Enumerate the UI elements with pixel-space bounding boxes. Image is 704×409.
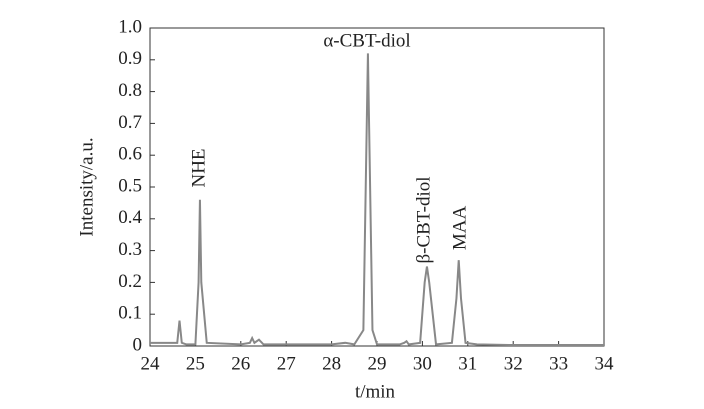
- peak-annotation: α-CBT-diol: [323, 30, 410, 51]
- x-tick-label: 27: [277, 353, 296, 374]
- x-tick-label: 31: [458, 353, 477, 374]
- y-tick-label: 0.7: [118, 112, 142, 133]
- x-tick-label: 28: [322, 353, 341, 374]
- y-tick-label: 1.0: [118, 16, 142, 37]
- peak-annotation: β-CBT-diol: [413, 176, 434, 263]
- y-tick-label: 0.2: [118, 271, 142, 292]
- y-tick-label: 0.6: [118, 144, 142, 165]
- x-tick-label: 26: [231, 353, 250, 374]
- x-tick-label: 24: [141, 353, 161, 374]
- peak-annotation: MAA: [449, 206, 470, 251]
- x-tick-label: 30: [413, 353, 432, 374]
- y-tick-label: 0.4: [118, 207, 142, 228]
- y-tick-label: 0.1: [118, 303, 142, 324]
- y-tick-label: 0.8: [118, 80, 142, 101]
- plot-frame: [149, 27, 605, 347]
- peak-annotation: NHE: [188, 148, 209, 187]
- y-axis-label: Intensity/a.u.: [76, 137, 97, 236]
- y-tick-label: 0: [133, 334, 143, 355]
- x-tick-label: 25: [186, 353, 205, 374]
- x-tick-label: 29: [368, 353, 387, 374]
- x-tick-label: 32: [504, 353, 523, 374]
- x-axis-label: t/min: [355, 381, 396, 402]
- y-tick-label: 0.5: [118, 175, 142, 196]
- y-tick-label: 0.3: [118, 239, 142, 260]
- chromatogram-line: [150, 53, 604, 347]
- x-tick-label: 34: [595, 353, 615, 374]
- x-tick-label: 33: [549, 353, 568, 374]
- y-tick-label: 0.9: [118, 48, 142, 69]
